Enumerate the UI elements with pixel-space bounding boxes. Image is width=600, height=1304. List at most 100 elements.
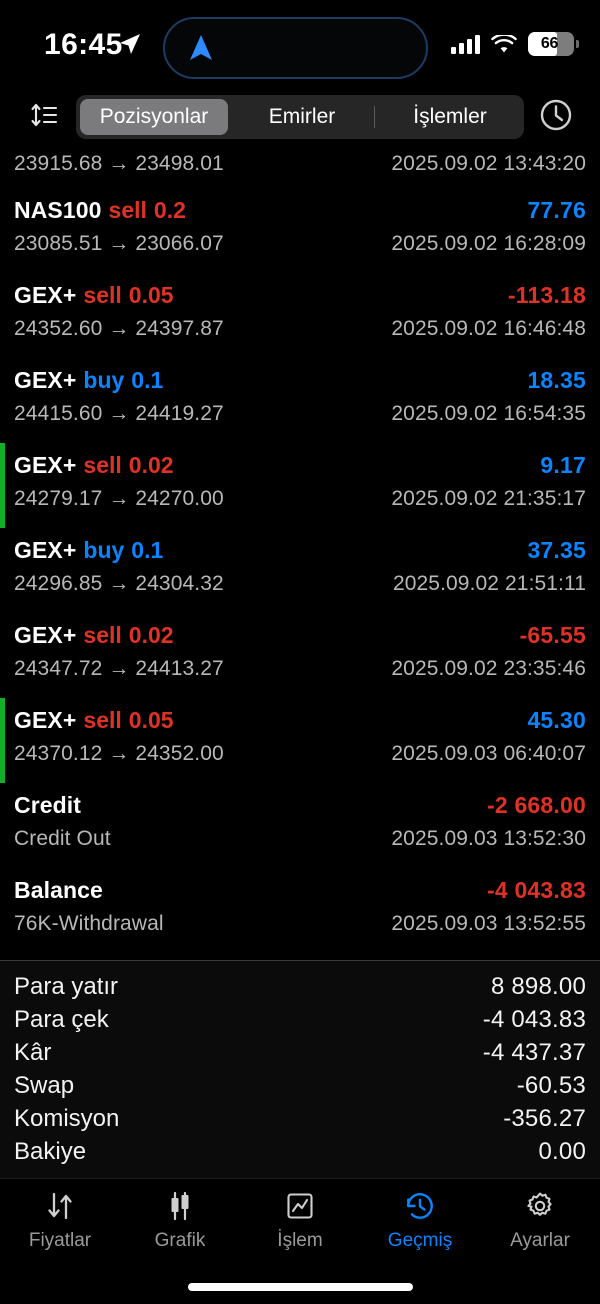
clock-icon xyxy=(539,98,573,137)
deal-profit: -65.55 xyxy=(519,622,586,648)
table-row[interactable]: GEX+ buy 0.1 37.35 24296.85 → 24304.32 202… xyxy=(0,528,600,613)
bottom-navigation: Fiyatlar Grafik İşlem xyxy=(0,1178,600,1270)
table-row[interactable]: Credit -2 668.00 Credit Out 2025.09.03 1… xyxy=(0,783,600,868)
deal-side: buy xyxy=(83,537,125,563)
history-filter-button[interactable] xyxy=(530,95,582,139)
table-row[interactable]: NAS100 sell 0.2 77.76 23085.51 → 23066.07 … xyxy=(0,188,600,273)
tab-label: İşlemler xyxy=(413,105,487,128)
deal-time: 2025.09.02 16:54:35 xyxy=(391,402,586,425)
deal-side: sell xyxy=(108,197,147,223)
segmented-tabs: Pozisyonlar Emirler İşlemler xyxy=(76,95,524,139)
deal-volume: 0.02 xyxy=(128,452,174,478)
deal-profit: -113.18 xyxy=(507,282,586,308)
summary-row-swap: Swap -60.53 xyxy=(14,1072,586,1105)
deal-symbol: Credit xyxy=(14,792,82,818)
table-row[interactable]: 23915.68 → 23498.01 2025.09.02 13:43:20 xyxy=(0,146,600,188)
deal-symbol: NAS100 xyxy=(14,197,102,223)
summary-value: -60.53 xyxy=(516,1072,586,1099)
deal-profit: 77.76 xyxy=(527,197,586,223)
deal-symbol: GEX+ xyxy=(14,537,77,563)
deal-symbol: GEX+ xyxy=(14,282,77,308)
nav-item-gecmis[interactable]: Geçmiş xyxy=(360,1189,480,1252)
deal-side: sell xyxy=(83,282,122,308)
summary-value: -356.27 xyxy=(503,1105,586,1132)
deal-side: sell xyxy=(83,622,122,648)
sort-button[interactable] xyxy=(18,95,70,139)
table-row[interactable]: GEX+ buy 0.1 18.35 24415.60 → 24419.27 202… xyxy=(0,358,600,443)
deal-profit: 45.30 xyxy=(527,707,586,733)
deal-volume: 0.2 xyxy=(153,197,186,223)
candlestick-icon xyxy=(163,1189,197,1223)
deal-profit: 18.35 xyxy=(527,367,586,393)
tab-label: Emirler xyxy=(268,105,336,128)
deal-symbol: GEX+ xyxy=(14,622,77,648)
summary-value: 8 898.00 xyxy=(490,973,586,1000)
deal-side: sell xyxy=(83,707,122,733)
table-row[interactable]: Balance -4 043.83 76K-Withdrawal 2025.09… xyxy=(0,868,600,953)
deal-time: 2025.09.02 23:35:46 xyxy=(391,657,586,680)
deal-profit: 37.35 xyxy=(527,537,586,563)
nav-label: Fiyatlar xyxy=(28,1230,92,1251)
deal-prices: 24347.72 → 24413.27 xyxy=(14,657,224,680)
nav-label: Grafik xyxy=(154,1230,206,1251)
battery-level: 66 xyxy=(540,35,559,52)
deal-list[interactable]: 23915.68 → 23498.01 2025.09.02 13:43:20 … xyxy=(0,146,600,960)
nav-item-fiyatlar[interactable]: Fiyatlar xyxy=(0,1189,120,1252)
summary-label: Komisyon xyxy=(14,1105,120,1132)
navigation-arrow-icon xyxy=(188,33,214,63)
deal-prices: 23085.51 → 23066.07 xyxy=(14,232,224,255)
deal-time: 2025.09.02 13:43:20 xyxy=(391,152,586,175)
deal-time: 2025.09.03 13:52:30 xyxy=(391,827,586,850)
tab-pozisyonlar[interactable]: Pozisyonlar xyxy=(80,99,228,135)
deal-volume: 0.1 xyxy=(131,537,164,563)
sort-icon xyxy=(29,102,59,133)
header-bar: Pozisyonlar Emirler İşlemler xyxy=(0,88,600,146)
deal-time: 2025.09.02 16:46:48 xyxy=(391,317,586,340)
deal-symbol: GEX+ xyxy=(14,452,77,478)
tab-emirler[interactable]: Emirler xyxy=(228,99,376,135)
nav-label: İşlem xyxy=(277,1230,323,1251)
status-bar: 16:45 66 xyxy=(0,0,600,88)
deal-time: 2025.09.02 21:35:17 xyxy=(391,487,586,510)
deal-comment: 76K-Withdrawal xyxy=(14,912,164,935)
cellular-signal-icon xyxy=(451,34,480,54)
home-indicator[interactable] xyxy=(0,1270,600,1304)
tab-divider xyxy=(373,106,375,128)
battery-icon: 66 xyxy=(528,32,579,56)
nav-label: Ayarlar xyxy=(510,1230,570,1251)
tab-islemler[interactable]: İşlemler xyxy=(376,99,524,135)
nav-item-islem[interactable]: İşlem xyxy=(240,1189,360,1252)
summary-label: Bakiye xyxy=(14,1138,87,1165)
navigation-arrow-icon xyxy=(118,32,142,56)
deal-profit: 9.17 xyxy=(540,452,586,478)
deal-volume: 0.02 xyxy=(128,622,174,648)
deal-prices: 24415.60 → 24419.27 xyxy=(14,402,224,425)
deal-time: 2025.09.03 06:40:07 xyxy=(391,742,586,765)
deal-symbol: GEX+ xyxy=(14,367,77,393)
deal-prices: 23915.68 → 23498.01 xyxy=(14,152,224,175)
summary-label: Swap xyxy=(14,1072,75,1099)
status-time: 16:45 xyxy=(44,28,123,61)
table-row[interactable]: GEX+ sell 0.05 45.30 24370.12 → 24352.00 2… xyxy=(0,698,600,783)
deal-profit: -2 668.00 xyxy=(487,792,586,818)
history-clock-icon xyxy=(403,1189,437,1223)
summary-value: -4 043.83 xyxy=(482,1006,586,1033)
deal-symbol: GEX+ xyxy=(14,707,77,733)
nav-item-ayarlar[interactable]: Ayarlar xyxy=(480,1189,600,1252)
table-row[interactable]: GEX+ sell 0.05 -113.18 24352.60 → 24397.87… xyxy=(0,273,600,358)
row-marker xyxy=(0,443,5,528)
table-row[interactable]: GEX+ sell 0.02 -65.55 24347.72 → 24413.27 … xyxy=(0,613,600,698)
dynamic-island[interactable] xyxy=(163,17,428,79)
summary-value: 0.00 xyxy=(538,1138,586,1165)
table-row[interactable]: GEX+ sell 0.02 9.17 24279.17 → 24270.00 20… xyxy=(0,443,600,528)
summary-row-profit: Kâr -4 437.37 xyxy=(14,1039,586,1072)
nav-item-grafik[interactable]: Grafik xyxy=(120,1189,240,1252)
deal-prices: 24296.85 → 24304.32 xyxy=(14,572,224,595)
gear-icon xyxy=(523,1189,557,1223)
trade-chart-icon xyxy=(283,1189,317,1223)
row-marker xyxy=(0,698,5,783)
summary-value: -4 437.37 xyxy=(482,1039,586,1066)
deal-side: buy xyxy=(83,367,125,393)
quotes-arrows-icon xyxy=(43,1189,77,1223)
